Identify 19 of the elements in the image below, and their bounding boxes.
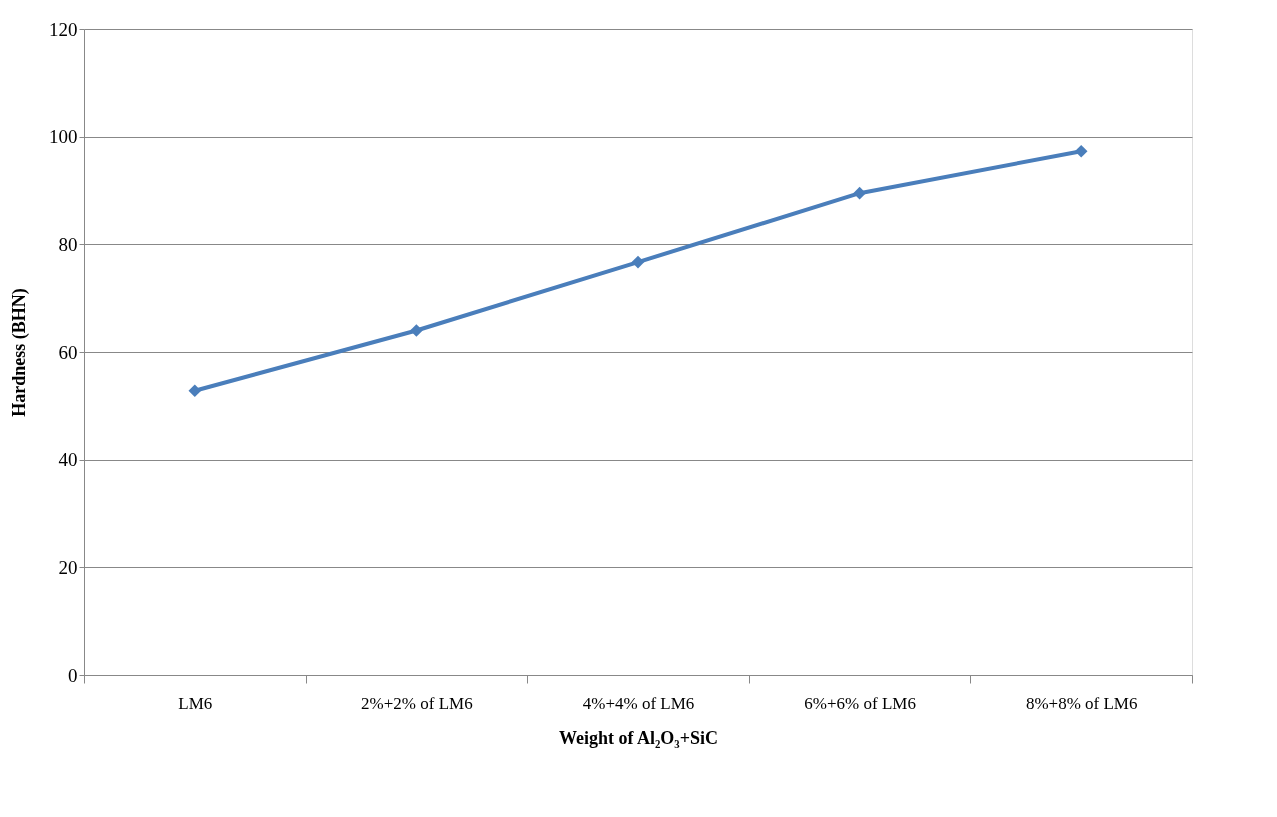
y-tick-label: 120 [49,18,78,40]
x-tick-label: 8%+8% of LM6 [1025,693,1138,713]
point [631,255,645,269]
x-tick-label: 4%+4% of LM6 [582,693,695,713]
y-tick-label: 40 [58,449,78,471]
point [188,384,202,398]
y-tick-label: 0 [68,664,78,686]
y-tick-label: 80 [58,233,78,255]
y-tick-label: 60 [58,341,78,363]
x-axis-title: Weight of Al₂O₃+SiC [558,727,719,748]
y-axis-title: Hardness (BHN) [9,288,30,417]
point [410,324,423,337]
x-tick-label: 2%+2% of LM6 [361,693,473,713]
y-tick-label: 100 [49,126,78,148]
x-tick-label: 6%+6% of LM6 [804,693,916,713]
y-tick-label: 20 [58,556,78,578]
point [853,186,866,200]
x-tick-label: LM6 [178,693,213,713]
point [1074,144,1088,158]
